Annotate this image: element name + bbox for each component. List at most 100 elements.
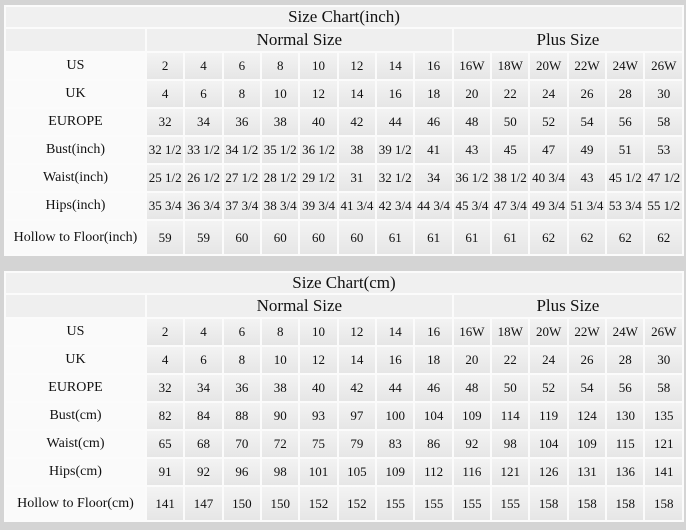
table-cell: 14 bbox=[375, 51, 416, 81]
row-label: Waist(inch) bbox=[4, 163, 147, 193]
table-cell: 38 1/2 bbox=[490, 163, 531, 193]
table-cell: 49 bbox=[566, 135, 608, 165]
group-normal-size: Normal Size bbox=[145, 293, 454, 319]
table-row: UK 4 6 8 10 12 14 16 18 20 22 24 26 28 30 bbox=[4, 79, 685, 109]
table-cell: 121 bbox=[490, 457, 531, 487]
table-cell: 105 bbox=[336, 457, 378, 487]
table-cell: 20W bbox=[528, 51, 569, 81]
table-cell: 6 bbox=[183, 345, 224, 375]
table-cell: 58 bbox=[643, 373, 684, 403]
table-cell: 26 1/2 bbox=[183, 163, 224, 193]
table-cell: 10 bbox=[298, 317, 339, 347]
table-cell: 34 1/2 bbox=[221, 135, 263, 165]
row-label: Hips(cm) bbox=[4, 457, 147, 487]
size-chart-inch: Size Chart(inch) Normal Size Plus Size US 2 4… bbox=[3, 5, 685, 256]
table-cell: 38 bbox=[260, 107, 301, 137]
table-cell: 51 bbox=[605, 135, 646, 165]
table-cell: 50 bbox=[490, 373, 531, 403]
table-cell: 131 bbox=[566, 457, 608, 487]
row-label: Bust(inch) bbox=[4, 135, 147, 165]
table-row: Hollow to Floor(cm) 141 147 150 150 152 152 155… bbox=[4, 485, 684, 522]
table-row: EUROPE 32 34 36 38 40 42 44 46 48 50 52 54 56 58 bbox=[4, 107, 685, 137]
table-row: US 2 4 6 8 10 12 14 16 16W 18W 20W 22W 24W 26W bbox=[4, 51, 685, 81]
table-cell: 109 bbox=[451, 401, 493, 431]
table-cell: 98 bbox=[490, 429, 531, 459]
table-cell: 36 1/2 bbox=[298, 135, 339, 165]
table-cell: 158 bbox=[643, 485, 684, 522]
table-cell: 20W bbox=[528, 317, 569, 347]
table-cell: 68 bbox=[183, 429, 224, 459]
table-cell: 42 3/4 bbox=[375, 191, 416, 221]
table-cell: 48 bbox=[451, 107, 493, 137]
table-cell: 62 bbox=[566, 219, 608, 256]
table-cell: 97 bbox=[336, 401, 378, 431]
chart-title: Size Chart(cm) bbox=[4, 271, 684, 295]
table-cell: 40 bbox=[298, 107, 339, 137]
table-cell: 39 3/4 bbox=[298, 191, 339, 221]
table-cell: 28 1/2 bbox=[260, 163, 301, 193]
table-cell: 34 bbox=[413, 163, 454, 193]
table-cell: 115 bbox=[605, 429, 646, 459]
table-row: US 2 4 6 8 10 12 14 16 16W 18W 20W 22W 24W 26W bbox=[4, 317, 684, 347]
table-cell: 32 1/2 bbox=[375, 163, 416, 193]
table-cell: 27 1/2 bbox=[221, 163, 263, 193]
table-cell: 45 bbox=[490, 135, 531, 165]
table-row: Bust(inch) 32 1/2 33 1/2 34 1/2 35 1/2 36 1/2… bbox=[4, 135, 685, 165]
table-cell: 50 bbox=[490, 107, 531, 137]
table-cell: 8 bbox=[221, 79, 263, 109]
table-cell: 4 bbox=[183, 51, 224, 81]
table-cell: 150 bbox=[260, 485, 301, 522]
table-cell: 62 bbox=[643, 219, 685, 256]
table-cell: 42 bbox=[336, 107, 378, 137]
table-cell: 60 bbox=[336, 219, 378, 256]
table-cell: 88 bbox=[221, 401, 263, 431]
table-cell: 104 bbox=[413, 401, 454, 431]
table-cell: 24 bbox=[528, 345, 569, 375]
table-cell: 28 bbox=[605, 345, 646, 375]
table-cell: 75 bbox=[298, 429, 339, 459]
table-cell: 61 bbox=[413, 219, 454, 256]
group-plus-size: Plus Size bbox=[451, 293, 684, 319]
table-cell: 155 bbox=[375, 485, 416, 522]
table-cell: 119 bbox=[528, 401, 569, 431]
table-cell: 35 3/4 bbox=[144, 191, 186, 221]
table-cell: 6 bbox=[183, 79, 224, 109]
table-cell: 61 bbox=[490, 219, 531, 256]
table-row: Waist(inch) 25 1/2 26 1/2 27 1/2 28 1/2 29 1/… bbox=[4, 163, 685, 193]
row-label: Hollow to Floor(cm) bbox=[4, 485, 147, 522]
table-cell: 150 bbox=[221, 485, 263, 522]
table-cell: 92 bbox=[183, 457, 224, 487]
table-cell: 54 bbox=[566, 373, 608, 403]
table-cell: 20 bbox=[451, 79, 493, 109]
row-label: Hollow to Floor(inch) bbox=[4, 219, 147, 256]
table-cell: 24W bbox=[605, 51, 646, 81]
table-cell: 47 3/4 bbox=[490, 191, 531, 221]
table-cell: 28 bbox=[605, 79, 646, 109]
table-cell: 126 bbox=[528, 457, 569, 487]
table-row: Waist(cm) 65 68 70 72 75 79 83 86 92 98 104 109 115 12… bbox=[4, 429, 684, 459]
table-cell: 45 1/2 bbox=[605, 163, 646, 193]
table-cell: 46 bbox=[413, 373, 454, 403]
group-row: Normal Size Plus Size bbox=[4, 27, 685, 53]
table-cell: 116 bbox=[451, 457, 493, 487]
table-cell: 60 bbox=[221, 219, 263, 256]
table-cell: 14 bbox=[375, 317, 416, 347]
table-cell: 152 bbox=[336, 485, 378, 522]
table-cell: 62 bbox=[605, 219, 646, 256]
table-cell: 16 bbox=[413, 51, 454, 81]
table-cell: 12 bbox=[298, 345, 339, 375]
table-cell: 36 bbox=[221, 107, 263, 137]
title-row: Size Chart(cm) bbox=[4, 271, 684, 295]
row-label: US bbox=[4, 51, 147, 81]
table-cell: 53 bbox=[643, 135, 685, 165]
empty-cell bbox=[4, 293, 147, 319]
table-cell: 158 bbox=[605, 485, 646, 522]
table-row: Hollow to Floor(inch) 59 59 60 60 60 60 61 61 61 6… bbox=[4, 219, 685, 256]
table-cell: 79 bbox=[336, 429, 378, 459]
table-cell: 12 bbox=[336, 51, 378, 81]
table-cell: 96 bbox=[221, 457, 263, 487]
table-cell: 155 bbox=[490, 485, 531, 522]
table-cell: 48 bbox=[451, 373, 493, 403]
table-cell: 36 bbox=[221, 373, 263, 403]
table-cell: 6 bbox=[221, 317, 263, 347]
